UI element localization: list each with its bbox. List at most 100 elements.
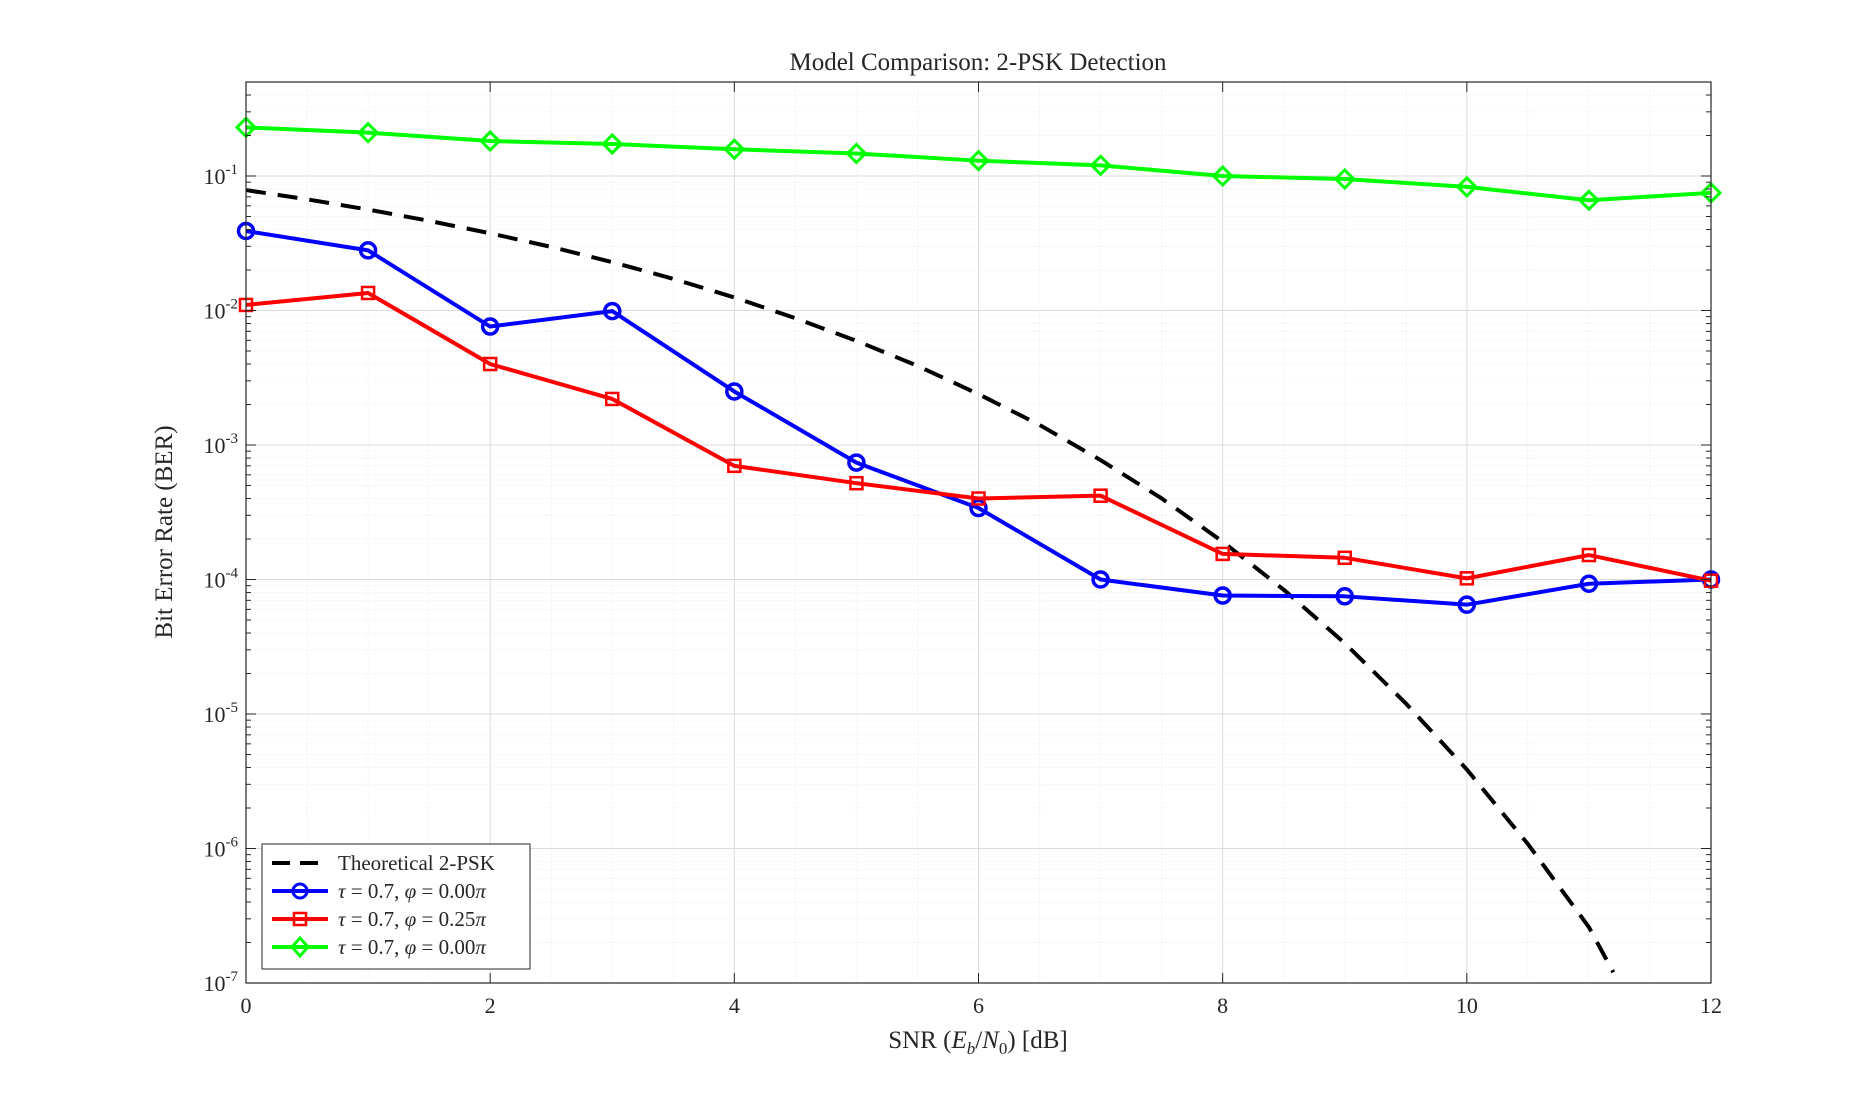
y-axis-label: Bit Error Rate (BER) <box>151 425 178 638</box>
data-point-circle <box>725 382 744 401</box>
data-point-square <box>605 391 620 407</box>
legend-1-phi-value: = 0.00 <box>416 879 475 903</box>
y-tick-label-base: 10 <box>204 971 226 996</box>
y-tick-label-exponent: -4 <box>226 566 239 582</box>
data-point-diamond <box>1089 154 1112 177</box>
data-point-diamond <box>479 129 502 153</box>
legend-1-tau-value: = 0.7, <box>346 879 405 903</box>
legend-3-tau-value: = 0.7, <box>346 935 405 959</box>
data-point-circle <box>358 241 378 260</box>
data-point-diamond <box>723 138 746 161</box>
legend-marker-diamond <box>289 935 311 959</box>
y-tick-label-base: 10 <box>204 433 226 458</box>
y-tick-label-exponent: -5 <box>226 700 239 716</box>
legend-3-phi-value: = 0.00 <box>416 935 475 959</box>
x-axis-label-sub-b: b <box>967 1039 976 1058</box>
legend-2-phi-value: = 0.25 <box>416 907 475 931</box>
data-point-diamond <box>845 142 868 165</box>
y-tick-label-exponent: -3 <box>226 431 239 447</box>
data-point-square <box>849 475 864 491</box>
legend-3-phi: φ <box>405 935 417 959</box>
data-point-circle <box>1335 587 1354 606</box>
data-point-circle <box>1213 586 1232 605</box>
legend-3-pi: π <box>475 935 486 959</box>
y-tick-label: 10-4 <box>204 566 239 593</box>
x-axis-label-prefix: SNR ( <box>888 1027 951 1054</box>
data-point-diamond <box>1577 189 1601 212</box>
data-point-circle <box>1091 570 1110 589</box>
legend-1-tau: τ <box>338 879 347 903</box>
chart-title: Model Comparison: 2-PSK Detection <box>789 49 1167 76</box>
data-point-square <box>971 491 986 506</box>
y-tick-label-base: 10 <box>204 568 226 593</box>
y-tick-label-exponent: -1 <box>226 162 239 178</box>
y-tick-label-base: 10 <box>204 837 226 862</box>
legend-2-pi: π <box>475 907 486 931</box>
data-point-square <box>1337 550 1352 566</box>
data-point-square <box>360 285 376 301</box>
x-tick-label: 2 <box>485 993 496 1018</box>
y-tick-label-base: 10 <box>204 164 226 189</box>
data-point-circle <box>1579 574 1599 593</box>
data-point-square <box>1581 547 1597 563</box>
series-group-0 <box>245 188 1616 974</box>
data-point-diamond <box>356 121 380 144</box>
series-line-1 <box>245 229 1712 607</box>
data-point-diamond <box>1333 167 1356 191</box>
legend-label-series-3: τ = 0.7, φ = 0.00π <box>338 935 486 959</box>
data-point-diamond <box>1211 164 1234 188</box>
legend-label-theoretical-text: Theoretical 2-PSK <box>338 851 495 875</box>
x-axis-label-sub-0: 0 <box>999 1039 1008 1058</box>
data-point-circle <box>1457 595 1477 614</box>
y-tick-label-exponent: -2 <box>226 297 239 313</box>
data-point-circle <box>480 317 500 336</box>
series-line-2 <box>245 290 1712 583</box>
y-tick-label: 10-6 <box>204 835 239 862</box>
y-tick-label-base: 10 <box>204 299 226 324</box>
legend-marker-square <box>292 911 308 927</box>
data-point-diamond <box>1455 175 1478 199</box>
data-point-square <box>1093 488 1108 503</box>
legend-label-series-2: τ = 0.7, φ = 0.25π <box>338 907 486 931</box>
legend: Theoretical 2-PSK τ = 0.7, φ = 0.00π τ =… <box>261 843 531 970</box>
legend-2-tau-value: = 0.7, <box>346 907 405 931</box>
y-tick-label: 10-2 <box>204 297 239 324</box>
data-point-square <box>1459 571 1475 586</box>
x-tick-label: 0 <box>241 993 252 1018</box>
x-tick-label: 6 <box>973 993 984 1018</box>
x-tick-label: 12 <box>1700 993 1722 1018</box>
x-axis-label-var-n: N <box>981 1027 1000 1054</box>
data-point-circle <box>603 301 622 321</box>
series-line-3 <box>245 125 1712 203</box>
y-tick-label: 10-5 <box>204 700 239 727</box>
legend-2-tau: τ <box>338 907 347 931</box>
x-tick-label: 4 <box>729 993 740 1018</box>
y-tick-label-exponent: -6 <box>226 835 239 851</box>
y-tick-label: 10-7 <box>204 969 239 996</box>
data-point-diamond <box>967 149 990 172</box>
x-axis-label: SNR (Eb/N0) [dB] <box>888 1027 1068 1058</box>
y-tick-label: 10-3 <box>204 431 239 458</box>
y-tick-label-exponent: -7 <box>226 969 239 985</box>
data-point-square <box>1215 546 1230 562</box>
x-axis-label-slash: / <box>975 1027 982 1054</box>
series-line-0 <box>245 188 1616 974</box>
data-point-circle <box>847 453 866 472</box>
data-point-square <box>727 458 742 474</box>
data-point-square <box>482 356 498 372</box>
x-axis-label-suffix: ) [dB] <box>1007 1027 1067 1054</box>
legend-label-theoretical: Theoretical 2-PSK <box>338 851 495 875</box>
legend-3-tau: τ <box>338 935 347 959</box>
y-tick-label-base: 10 <box>204 702 226 727</box>
legend-1-pi: π <box>475 879 486 903</box>
x-tick-label: 10 <box>1456 993 1478 1018</box>
series-group-2 <box>238 285 1719 588</box>
x-tick-label: 8 <box>1217 993 1228 1018</box>
x-axis-label-var-e: E <box>950 1027 966 1054</box>
legend-2-phi: φ <box>405 907 417 931</box>
legend-1-phi: φ <box>405 879 417 903</box>
legend-label-series-1: τ = 0.7, φ = 0.00π <box>338 879 486 903</box>
